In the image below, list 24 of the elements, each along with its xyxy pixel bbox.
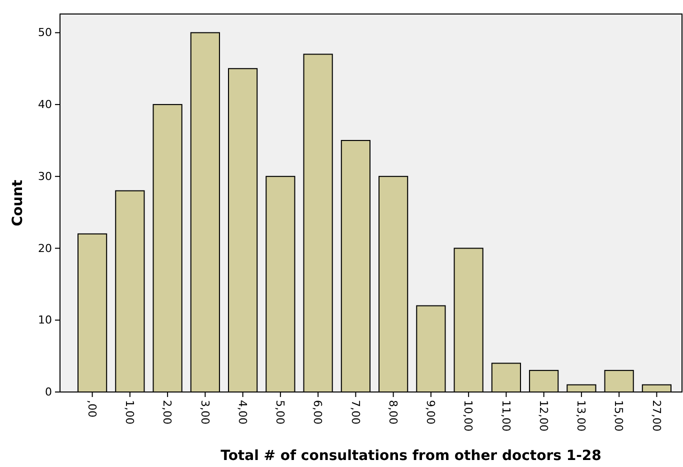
x-tick-label: 15,00 [612,400,626,432]
x-tick-label: 27,00 [650,400,663,432]
x-tick-label: 12,00 [536,400,550,432]
y-tick-label: 40 [38,98,52,112]
x-tick-label: ,00 [85,400,98,418]
x-tick-label: 7,00 [348,400,362,424]
y-tick-label: 0 [45,386,52,399]
x-tick-label: 3,00 [198,400,212,424]
y-axis-title: Count [10,179,26,226]
y-tick-label: 10 [38,314,52,327]
x-tick-label: 11,00 [499,400,512,432]
x-tick-label: 4,00 [236,400,249,424]
y-tick-label: 20 [38,242,52,255]
x-tick-label: 10,00 [462,400,475,432]
y-tick-label: 30 [38,170,52,183]
x-axis-title: Total # of consultations from other doctors 1-28 [220,448,602,464]
x-tick-label: 1,00 [123,400,136,424]
x-tick-label: 8,00 [386,400,400,424]
x-tick-label: 2,00 [160,400,174,424]
x-tick-label: 9,00 [424,400,438,424]
x-tick-label: 5,00 [274,400,287,424]
y-tick-label: 50 [38,26,52,40]
x-tick-label: 13,00 [574,400,588,432]
x-tick-label: 6,00 [311,400,324,424]
